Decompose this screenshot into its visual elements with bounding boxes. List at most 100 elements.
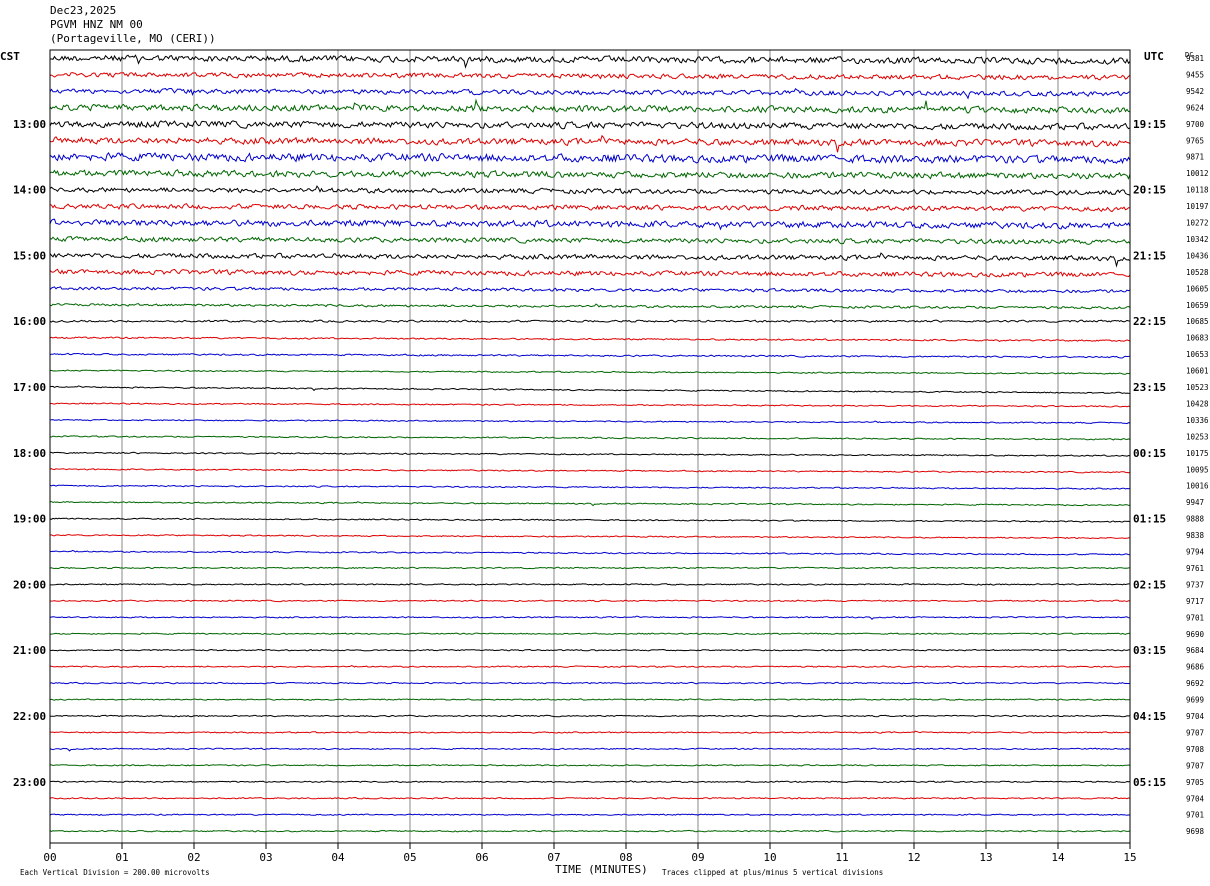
dc-value: 10659	[1186, 301, 1209, 310]
trace-line	[49, 369, 1131, 375]
dc-value: 10095	[1186, 465, 1209, 474]
x-axis-title: TIME (MINUTES)	[555, 863, 648, 876]
dc-value: 9704	[1186, 712, 1205, 721]
trace-line	[49, 500, 1131, 507]
trace-line	[49, 566, 1130, 570]
trace-line	[49, 664, 1131, 668]
cst-hour-label: 15:00	[13, 249, 46, 262]
dc-value: 10336	[1186, 416, 1209, 425]
plot-frame	[49, 49, 1131, 844]
trace-line	[49, 517, 1131, 523]
x-tick-label: 02	[187, 851, 200, 864]
dc-value: 10605	[1186, 284, 1209, 293]
dc-value: 9684	[1186, 646, 1205, 655]
dc-value: 9690	[1186, 630, 1205, 639]
dc-value: 9708	[1186, 745, 1205, 754]
utc-hour-label: 20:15	[1133, 184, 1166, 197]
dc-value: 9542	[1186, 87, 1204, 96]
trace-line	[49, 120, 1131, 131]
dc-value: 9624	[1186, 103, 1205, 112]
dc-value: 10685	[1186, 317, 1209, 326]
trace-line	[49, 185, 1131, 196]
dc-value: 9707	[1186, 728, 1204, 737]
trace-line	[49, 286, 1131, 294]
dc-value: 9888	[1186, 515, 1205, 524]
trace-line	[49, 698, 1131, 702]
cst-hour-label: 16:00	[13, 315, 46, 328]
trace-line	[49, 385, 1131, 395]
dc-value: 9761	[1186, 564, 1204, 573]
x-tick-label: 05	[403, 851, 416, 864]
x-tick-label: 09	[691, 851, 704, 864]
dc-value: 10528	[1186, 268, 1209, 277]
dc-value: 10118	[1186, 186, 1209, 195]
x-tick-label: 11	[835, 851, 848, 864]
utc-hour-label: 03:15	[1133, 644, 1166, 657]
clip-note: Traces clipped at plus/minus 5 vertical …	[662, 868, 883, 877]
cst-hour-label: 19:00	[13, 513, 46, 526]
dc-value: 10012	[1186, 169, 1209, 178]
x-tick-label: 13	[979, 851, 992, 864]
dc-value: 9737	[1186, 580, 1204, 589]
trace-line	[49, 218, 1131, 231]
x-tick-label: 07	[547, 851, 560, 864]
trace-line	[49, 203, 1131, 213]
dc-value: 10601	[1186, 367, 1209, 376]
x-tick-label: 03	[259, 851, 272, 864]
dc-value: 10683	[1186, 334, 1209, 343]
cst-hour-label: 23:00	[13, 776, 46, 789]
trace-line	[49, 336, 1131, 343]
dc-value: 10253	[1186, 432, 1209, 441]
dc-value: 10653	[1186, 350, 1209, 359]
trace-line	[49, 796, 1131, 800]
dc-value: 9704	[1186, 794, 1205, 803]
utc-hour-label: 23:15	[1133, 381, 1166, 394]
dc-value: 9700	[1186, 120, 1205, 129]
trace-line	[49, 151, 1131, 165]
dc-value: 9838	[1186, 531, 1205, 540]
trace-line	[49, 764, 1131, 767]
cst-hour-label: 22:00	[13, 710, 46, 723]
dc-value: 9765	[1186, 136, 1204, 145]
trace-line	[49, 780, 1131, 784]
x-tick-label: 00	[43, 851, 56, 864]
cst-hour-label: 14:00	[13, 184, 46, 197]
utc-hour-label: 21:15	[1133, 249, 1166, 262]
cst-hour-label: 17:00	[13, 381, 46, 394]
x-tick-label: 08	[619, 851, 632, 864]
dc-value: 9692	[1186, 679, 1204, 688]
x-tick-label: 10	[763, 851, 776, 864]
dc-value: 9701	[1186, 613, 1204, 622]
trace-line	[49, 648, 1131, 652]
dc-label: DC	[1185, 51, 1193, 59]
dc-value: 9381	[1186, 54, 1204, 63]
x-tick-label: 15	[1123, 851, 1136, 864]
trace-line	[49, 435, 1131, 441]
trace-line	[50, 583, 1130, 586]
dc-value: 10436	[1186, 251, 1209, 260]
cst-label: CST	[0, 50, 20, 63]
trace-line	[49, 451, 1131, 457]
trace-line	[49, 134, 1131, 153]
x-tick-label: 14	[1051, 851, 1065, 864]
trace-line	[49, 632, 1130, 636]
trace-line	[50, 534, 1131, 540]
dc-value: 9947	[1186, 498, 1204, 507]
x-tick-label: 04	[331, 851, 345, 864]
trace-line	[49, 402, 1131, 408]
x-tick-label: 06	[475, 851, 488, 864]
trace-line	[49, 599, 1131, 603]
location-label: (Portageville, MO (CERI))	[50, 32, 216, 45]
dc-value: 9698	[1186, 827, 1205, 836]
dc-value: 10523	[1186, 383, 1209, 392]
cst-hour-label: 18:00	[13, 447, 46, 460]
utc-hour-label: 01:15	[1133, 513, 1166, 526]
dc-value: 9705	[1186, 778, 1204, 787]
trace-line	[49, 98, 1131, 115]
trace-line	[49, 71, 1131, 81]
station-label: PGVM HNZ NM 00	[50, 18, 143, 31]
dc-value: 9701	[1186, 811, 1204, 820]
dc-value: 10016	[1186, 482, 1209, 491]
dc-value: 9686	[1186, 663, 1205, 672]
